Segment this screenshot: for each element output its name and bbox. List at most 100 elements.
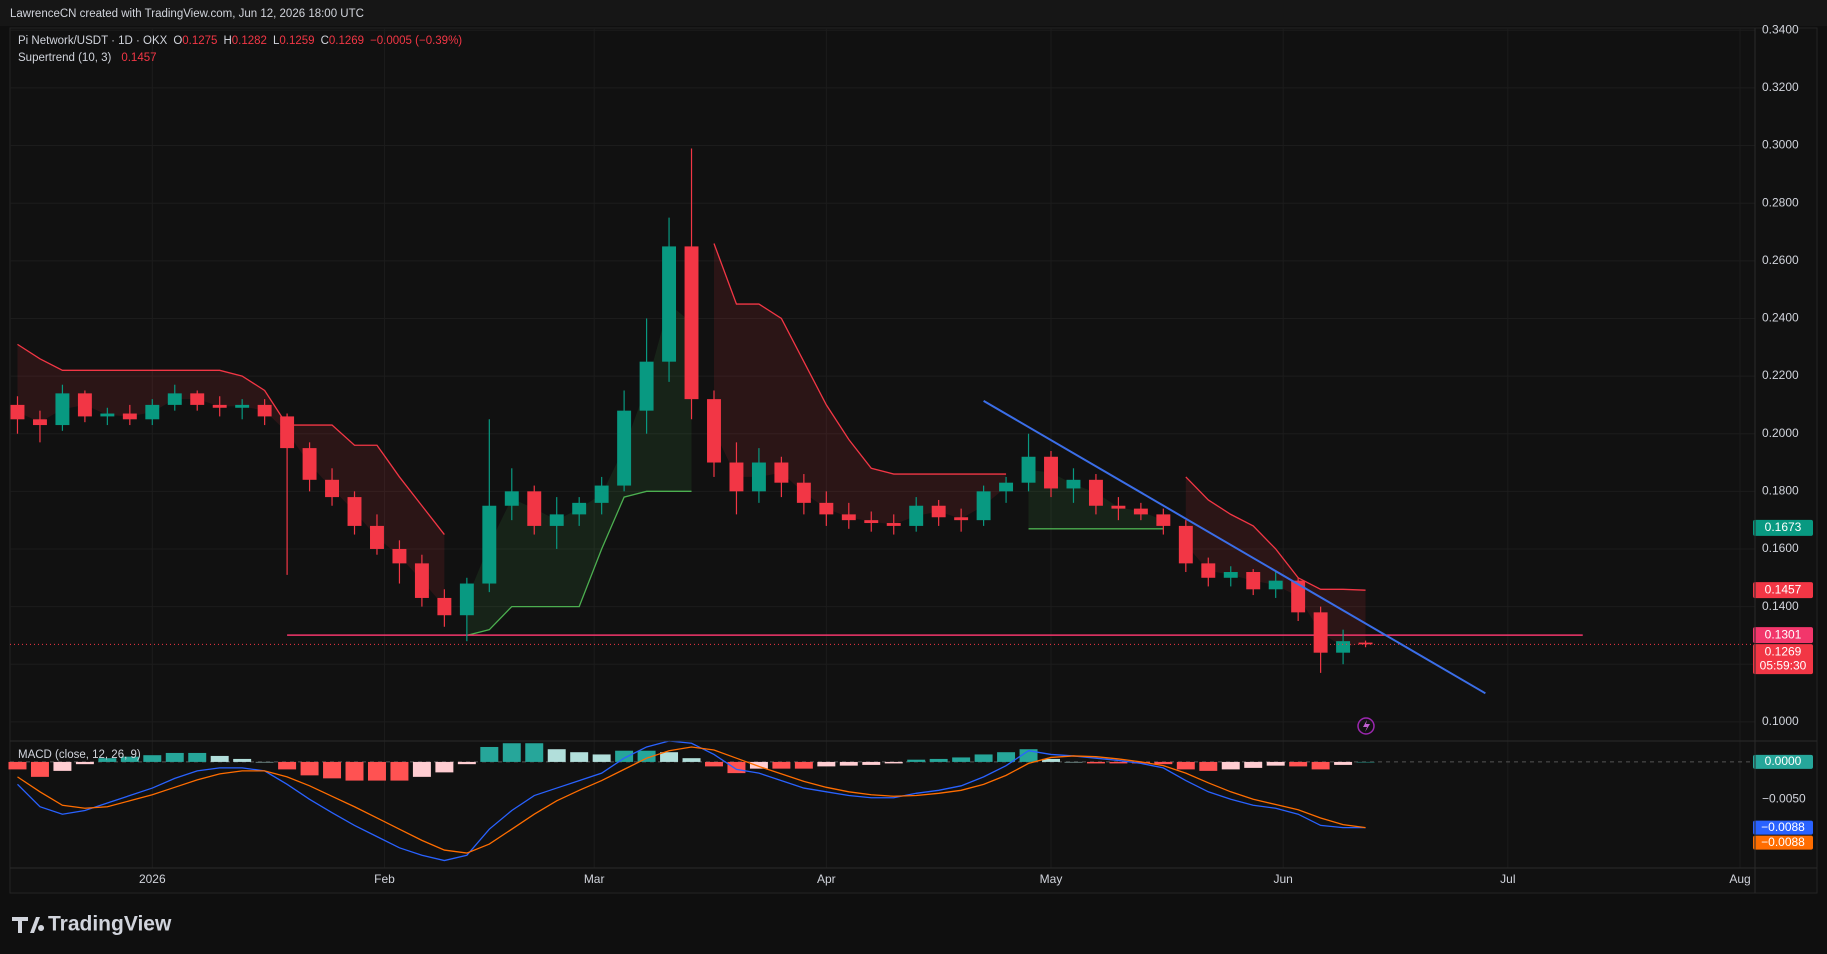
candle-body (1201, 563, 1216, 578)
candle-body (325, 479, 340, 498)
histogram-bar (278, 761, 297, 770)
brand[interactable]: TradingView (48, 913, 172, 936)
histogram-bar (749, 761, 768, 769)
histogram-bar (143, 755, 162, 762)
x-tick-label: Apr (817, 872, 836, 886)
ohlc-letter: O (173, 35, 182, 47)
candle-body (1313, 612, 1328, 653)
histogram-bar (637, 750, 656, 762)
plot-layer: 2026FebMarAprMayJunJulAug0.10000.12000.1… (8, 22, 1813, 886)
histogram-bar (525, 743, 544, 762)
indicator-name: Supertrend (10, 3) (18, 52, 112, 64)
supertrend-line (466, 490, 1164, 637)
candle-body (145, 404, 160, 420)
candle-body (976, 491, 991, 521)
price-label-box (1753, 644, 1813, 675)
candle-body (572, 502, 587, 515)
histogram-bar (907, 759, 926, 762)
low-value: 0.1259 (279, 35, 314, 47)
price-label: 0.1673 (1765, 520, 1802, 534)
x-tick-label: Jun (1273, 872, 1292, 886)
y-tick-label: 0.2000 (1762, 426, 1799, 440)
histogram-bar (1131, 761, 1150, 764)
brand-logo[interactable] (12, 917, 45, 933)
candle-body (1044, 456, 1058, 489)
histogram-bar (1154, 761, 1173, 765)
candle-body (1246, 572, 1261, 590)
candle-body (796, 482, 811, 503)
indicator-label-box (1753, 820, 1813, 835)
candle-body (280, 416, 295, 449)
macd-legend: MACD (close, 12, 26, 9) (18, 749, 141, 761)
candle-body (257, 404, 272, 417)
candle-body (1178, 525, 1193, 564)
histogram-bar (323, 761, 342, 779)
histogram-bar (53, 761, 72, 771)
candle-body (302, 448, 317, 480)
open-value: 0.1275 (182, 35, 217, 47)
x-tick-label: Jul (1500, 872, 1515, 886)
histogram-bar (75, 761, 94, 765)
macd-line (17, 740, 1366, 862)
alert-bolt (1363, 720, 1370, 732)
price-label-box (1753, 627, 1813, 644)
histogram-bar (929, 758, 948, 762)
histogram-bar (884, 761, 903, 764)
histogram-bar (165, 752, 184, 762)
signal-line (17, 746, 1366, 854)
histogram-bar (1199, 761, 1218, 771)
alert-icon[interactable] (1357, 717, 1375, 735)
top-bar (0, 0, 1827, 26)
y-tick-label: 0.1800 (1762, 484, 1799, 498)
x-tick-label: Mar (584, 872, 605, 886)
trendline (983, 399, 1486, 695)
histogram-bar (839, 761, 858, 766)
supertrend-fill (1185, 476, 1366, 647)
histogram-bar (457, 761, 476, 765)
ohlc-letter: L (273, 35, 280, 47)
legend-line: Pi Network/USDT · 1D · OKX O0.1275 H0.1282… (18, 35, 462, 47)
y-tick-label: 0.2200 (1762, 368, 1799, 382)
histogram-bar (210, 755, 229, 762)
histogram-bar (974, 754, 993, 762)
price-label: 0.1301 (1765, 627, 1802, 641)
histogram-bar (592, 754, 611, 762)
histogram-bar (435, 761, 454, 773)
candle-body (707, 399, 721, 463)
candle-body (527, 491, 542, 526)
candle-body (1088, 479, 1103, 506)
candle-body (235, 404, 250, 408)
indicator-label-box (1753, 835, 1813, 850)
price-label-box (1753, 582, 1813, 599)
histogram-bar (794, 761, 813, 769)
y-tick-label: 0.1600 (1762, 541, 1799, 555)
candle-body (662, 246, 677, 362)
y-tick-label: 0.2400 (1762, 311, 1799, 325)
candle-body (1156, 514, 1171, 526)
candle-body (909, 505, 924, 526)
x-tick-label: Aug (1729, 872, 1750, 886)
candle-body (347, 497, 362, 526)
candle-body (594, 485, 609, 503)
candle-body (729, 462, 744, 492)
watermark: LawrenceCN created with TradingView.com,… (10, 8, 364, 20)
histogram-bar (772, 761, 791, 769)
candle-body (370, 525, 384, 549)
indicator-label: −0.0088 (1761, 820, 1805, 834)
supertrend-fill (466, 304, 692, 636)
histogram-bar (1289, 761, 1308, 767)
histogram-bar (1266, 761, 1285, 766)
candle-body (999, 482, 1014, 492)
candle-body (931, 505, 946, 518)
histogram-bar (188, 752, 207, 762)
histogram-bar (1244, 761, 1263, 768)
candle-body (1291, 580, 1306, 613)
histogram-bar (1356, 761, 1375, 763)
candle-body (100, 413, 115, 417)
histogram-bar (8, 761, 27, 770)
indicator-label: 0.0000 (1765, 754, 1802, 768)
y-tick-label: 0.2600 (1762, 253, 1799, 267)
candle-body (459, 583, 474, 616)
